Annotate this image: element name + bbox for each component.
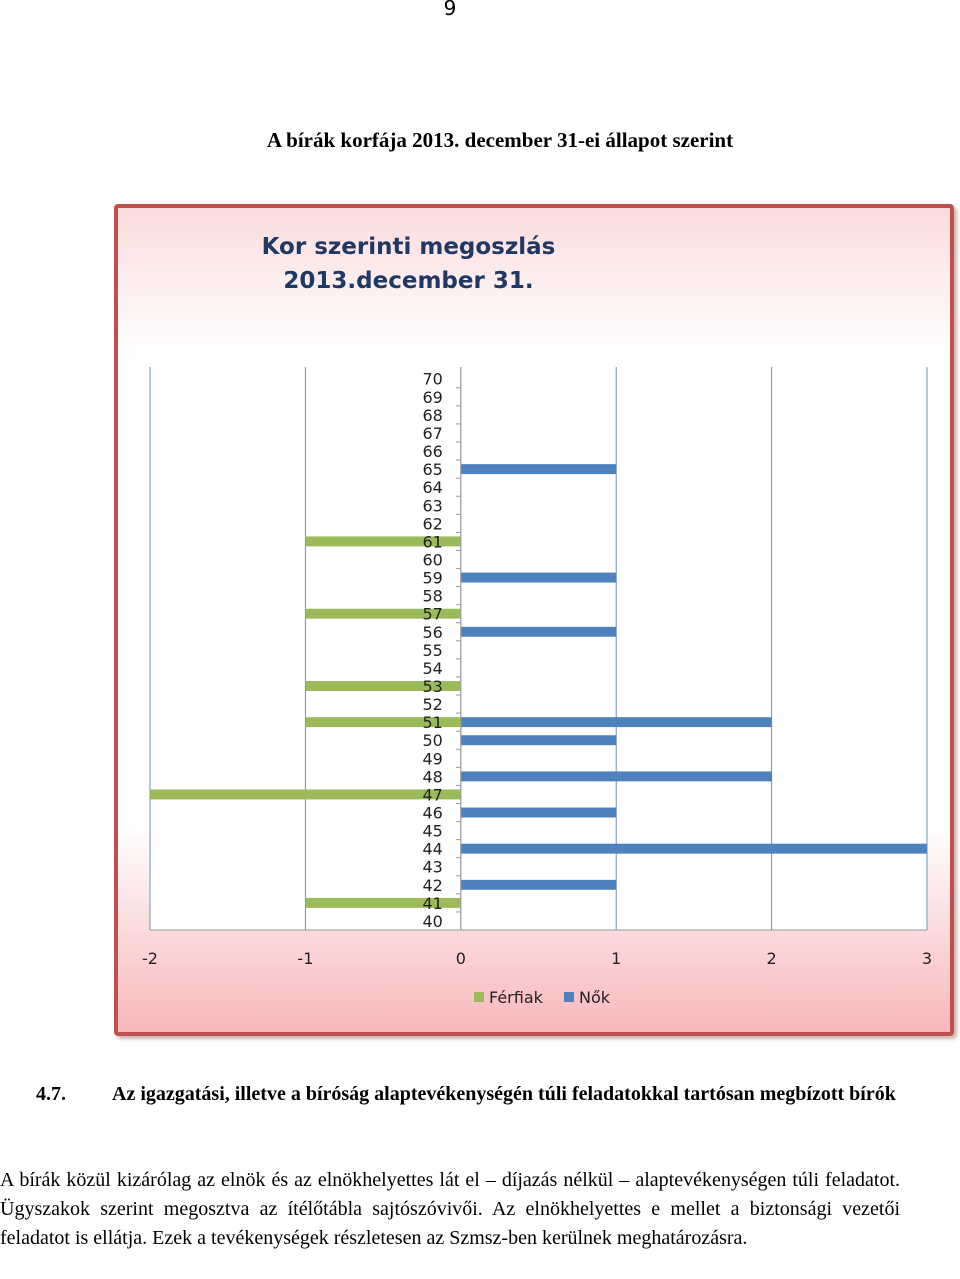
category-label: 62	[422, 514, 442, 533]
category-label: 55	[422, 641, 442, 660]
category-label: 46	[422, 804, 442, 823]
category-label: 70	[422, 370, 442, 389]
body-paragraph: A bírák közül kizárólag az elnök és az e…	[0, 1169, 900, 1249]
category-label: 69	[422, 388, 442, 407]
x-tick-label: 3	[922, 949, 932, 968]
category-label: 51	[422, 713, 442, 732]
figure-caption: A bírák korfája 2013. december 31-ei áll…	[266, 128, 734, 152]
category-label: 45	[422, 822, 442, 841]
legend-label-nok: Nők	[579, 988, 611, 1007]
bar-nok-56	[460, 626, 617, 637]
category-label: 67	[422, 424, 442, 443]
category-label: 41	[422, 894, 442, 913]
category-label: 50	[422, 731, 442, 750]
bar-ferfiak-61	[305, 536, 461, 547]
category-label: 61	[422, 532, 442, 551]
category-label: 43	[422, 858, 442, 877]
bar-ferfiak-57	[305, 608, 461, 619]
bar-ferfiak-53	[305, 681, 461, 691]
category-label: 54	[422, 659, 442, 678]
category-label: 47	[422, 785, 442, 804]
category-label: 57	[422, 605, 442, 624]
bar-ferfiak-41	[305, 897, 461, 908]
category-label: 44	[422, 840, 442, 859]
section-heading: 4.7. Az igazgatási, illetve a bíróság ala…	[36, 1080, 901, 1108]
bar-ferfiak-47	[150, 789, 461, 800]
chart-svg: Kor szerinti megoszlás 2013.december 31. -…	[142, 234, 932, 1007]
bar-nok-48	[460, 771, 772, 782]
chart-frame: Kor szerinti megoszlás 2013.december 31. -…	[114, 204, 954, 1036]
x-tick-label: 0	[456, 949, 466, 968]
x-tick-label: -1	[297, 949, 313, 968]
category-label: 40	[422, 912, 442, 931]
bar-nok-65	[460, 464, 617, 475]
category-label: 63	[422, 496, 442, 515]
legend-swatch-ferfiak	[474, 992, 484, 1002]
category-label: 59	[422, 569, 442, 588]
bar-nok-46	[460, 807, 617, 818]
legend-label-ferfiak: Férfiak	[489, 988, 544, 1007]
category-label: 60	[422, 550, 442, 569]
x-tick-label: 1	[611, 949, 621, 968]
category-label: 49	[422, 749, 442, 768]
category-label: 53	[422, 677, 442, 696]
category-label: 58	[422, 587, 442, 606]
category-label: 65	[422, 460, 442, 479]
page-number: 9	[443, 0, 457, 20]
chart-title: Kor szerinti megoszlás	[262, 234, 556, 260]
category-label: 52	[422, 695, 442, 714]
plot-area	[150, 367, 927, 930]
bar-nok-42	[460, 879, 617, 890]
section-title: Az igazgatási, illetve a bíróság alaptev…	[112, 1083, 896, 1105]
bar-nok-51	[460, 717, 772, 728]
category-label: 66	[422, 442, 442, 461]
category-label: 48	[422, 767, 442, 786]
x-tick-label: -2	[142, 949, 158, 968]
section-number: 4.7.	[36, 1083, 66, 1105]
bar-ferfiak-51	[305, 717, 461, 728]
x-tick-label: 2	[767, 949, 777, 968]
chart-title: 2013.december 31.	[283, 268, 533, 294]
bar-nok-44	[460, 843, 927, 854]
category-label: 56	[422, 623, 442, 642]
legend-swatch-nok	[564, 992, 574, 1002]
bar-nok-50	[460, 735, 617, 746]
bar-nok-59	[460, 572, 617, 583]
category-label: 64	[422, 478, 442, 497]
category-label: 42	[422, 876, 442, 895]
category-label: 68	[422, 406, 442, 425]
